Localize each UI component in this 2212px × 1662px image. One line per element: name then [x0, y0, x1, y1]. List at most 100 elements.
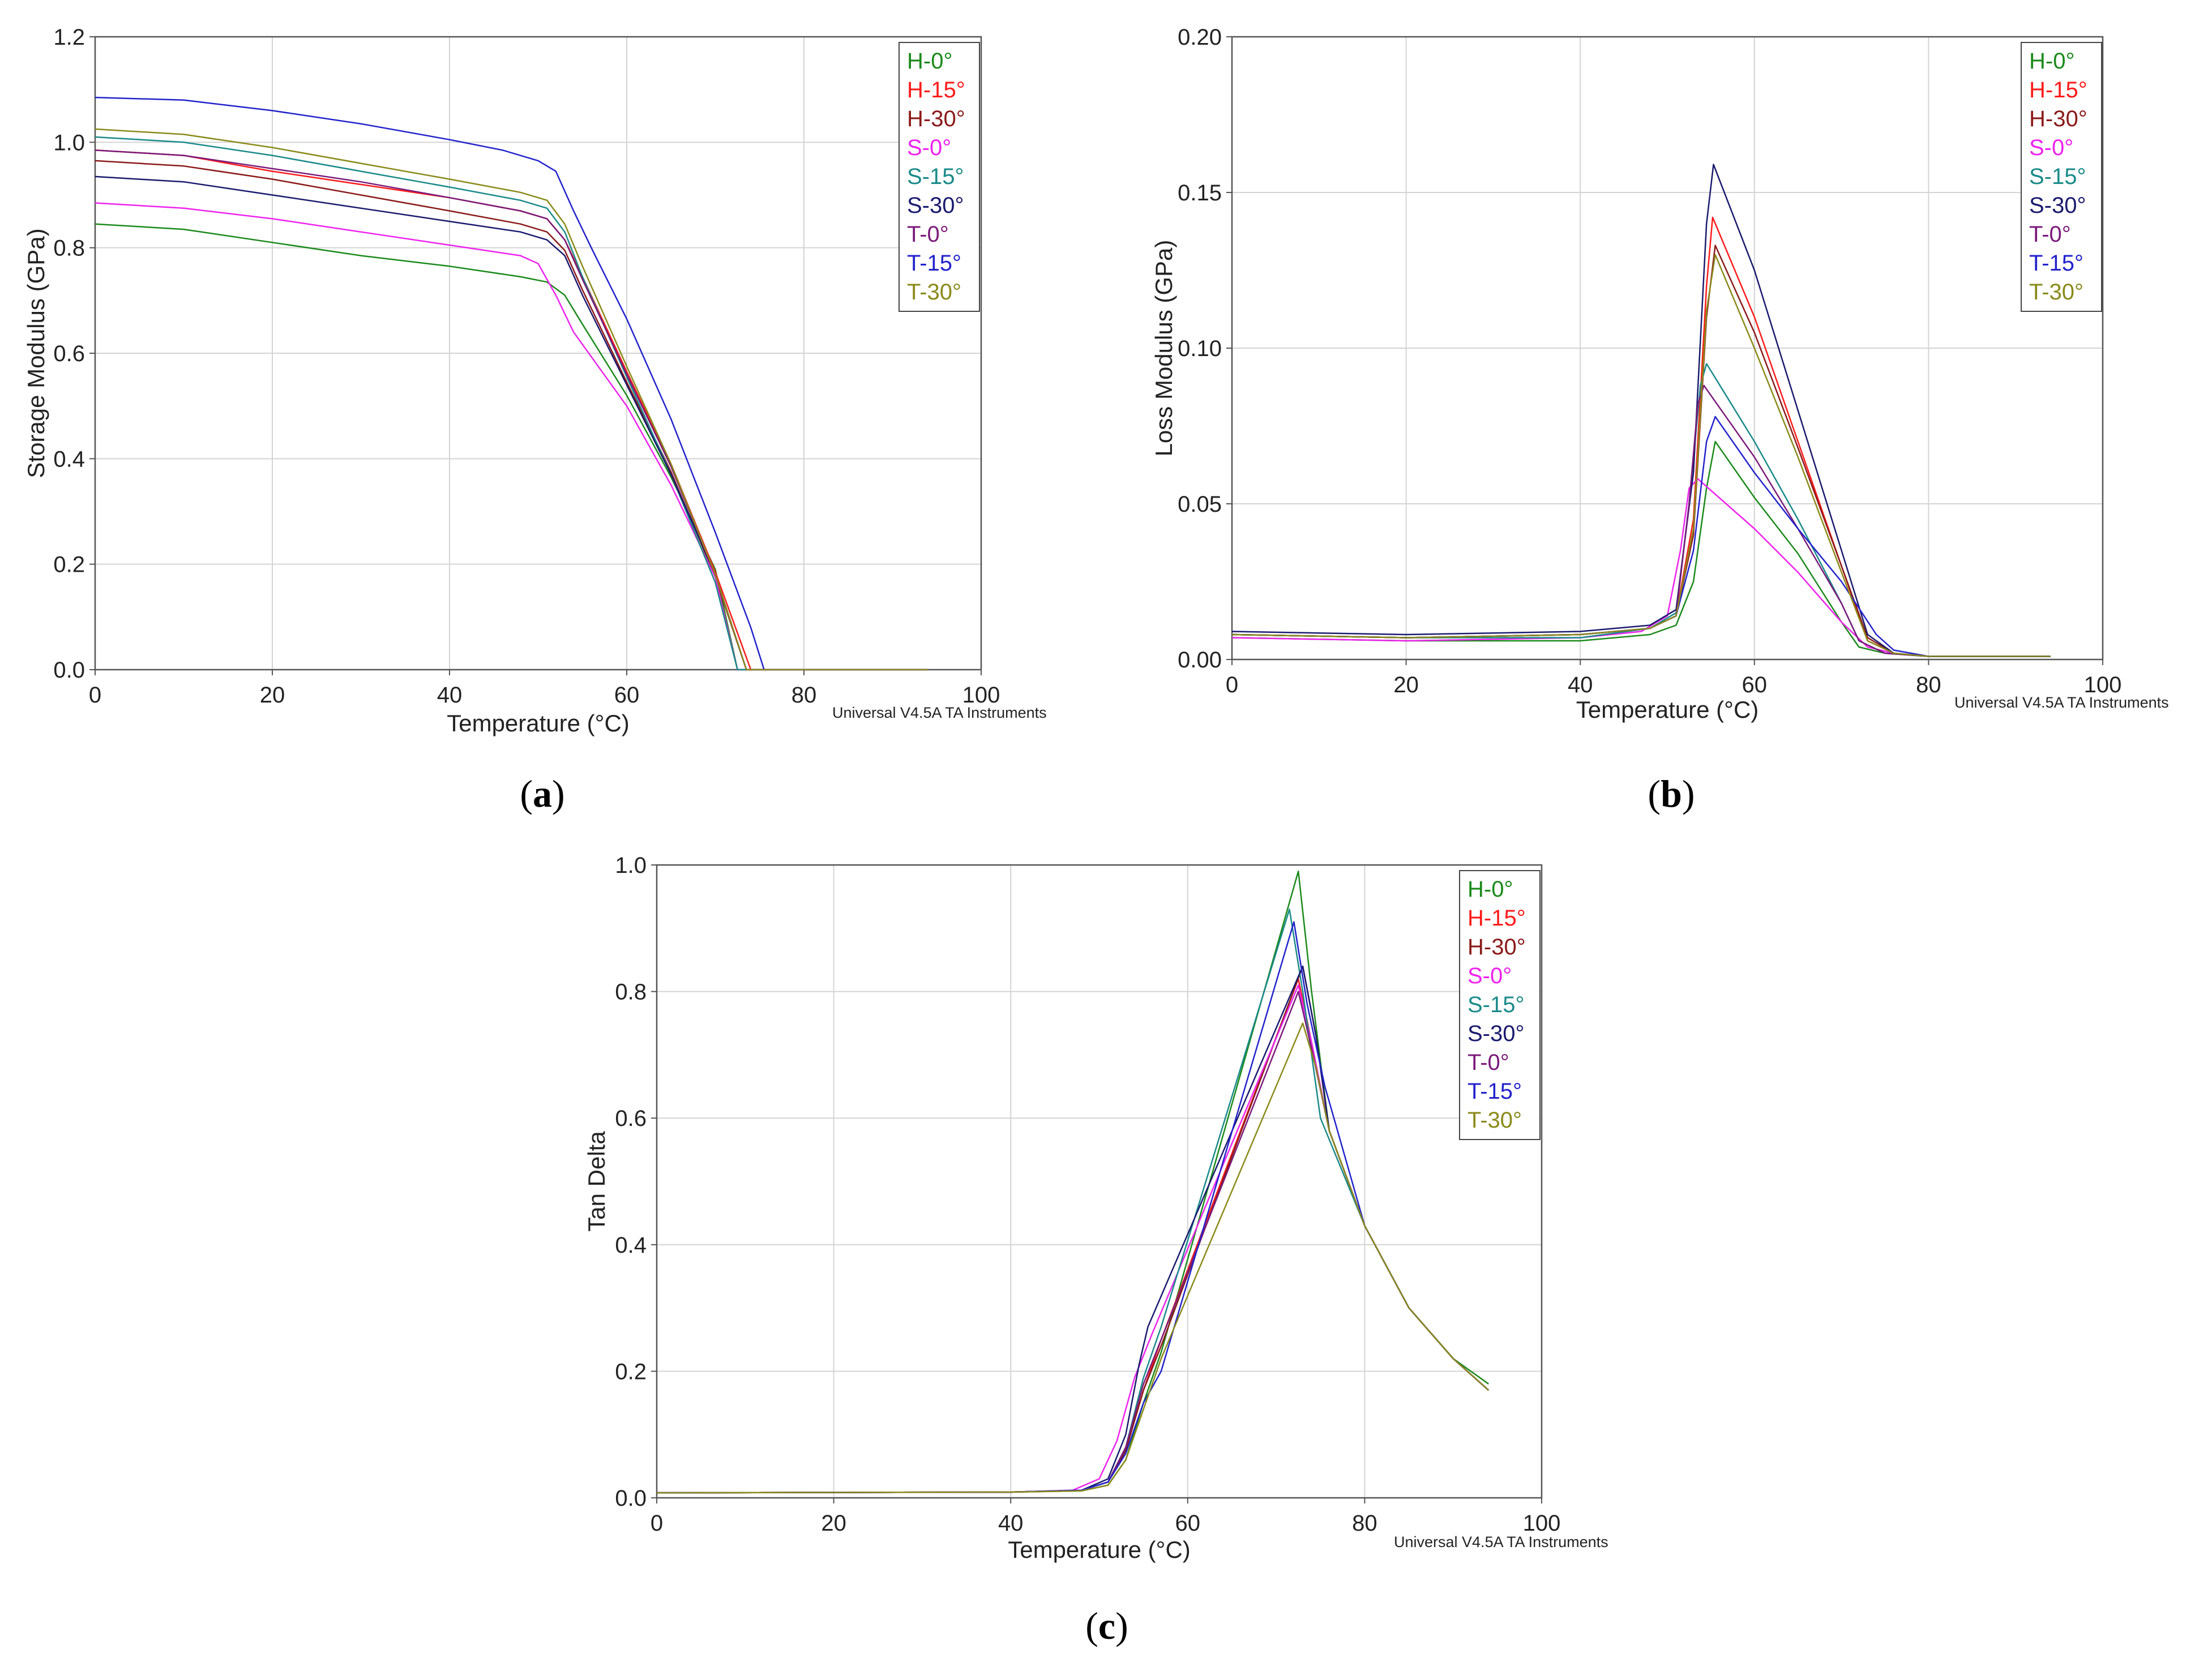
x-tick-label: 80: [1352, 1511, 1377, 1536]
y-tick-label: 0.0: [53, 658, 85, 683]
y-tick-label: 0.8: [53, 236, 85, 261]
caption-c: (c): [1085, 1604, 1128, 1647]
x-tick-label: 40: [437, 683, 463, 708]
legend-entry: S-30°: [907, 193, 964, 218]
x-tick-label: 20: [821, 1511, 846, 1536]
series-line: [656, 991, 1490, 1494]
legend-entry: H-30°: [907, 106, 965, 131]
series-line: [95, 160, 929, 671]
y-tick-label: 0.05: [1178, 492, 1222, 517]
y-tick-label: 0.10: [1178, 336, 1222, 361]
y-tick-label: 0.00: [1178, 648, 1222, 672]
y-tick-label: 0.0: [615, 1486, 647, 1511]
y-tick-label: 0.6: [615, 1106, 647, 1131]
legend-box: [2021, 42, 2102, 312]
series-line: [1231, 254, 2051, 657]
series-line: [1231, 416, 2051, 657]
x-tick-label: 80: [1916, 672, 1941, 697]
x-tick-label: 0: [651, 1511, 663, 1536]
y-tick-label: 1.0: [53, 130, 85, 155]
y-axis-label: Storage Modulus (GPa): [23, 228, 49, 478]
x-tick-label: 100: [1523, 1511, 1561, 1536]
series-line: [656, 870, 1489, 1494]
x-tick-label: 60: [1742, 672, 1768, 697]
instrument-note: Universal V4.5A TA Instruments: [1394, 1534, 1608, 1550]
legend-entry: T-30°: [2029, 280, 2083, 305]
x-tick-label: 40: [1568, 672, 1593, 697]
x-axis-label: Temperature (°C): [447, 710, 630, 736]
legend-entry: H-0°: [2029, 49, 2074, 74]
series-line: [1231, 245, 2051, 657]
legend-entry: T-0°: [907, 222, 949, 247]
y-tick-label: 0.6: [53, 341, 85, 366]
x-tick-label: 60: [614, 683, 640, 708]
legend-entry: S-30°: [2029, 193, 2086, 218]
series-line: [95, 136, 929, 671]
legend-box: [899, 42, 980, 312]
x-tick-label: 0: [1226, 672, 1238, 697]
legend-entry: S-15°: [907, 164, 964, 189]
series-line: [95, 223, 929, 671]
series-line: [656, 965, 1490, 1494]
x-tick-label: 20: [1393, 672, 1419, 697]
series-line: [95, 128, 929, 671]
panel-b: 0 20 40 60 80 100 0.00 0.05 0.10 0.15 0.20 Temperat…: [1150, 25, 2169, 723]
legend-entry: T-0°: [1467, 1050, 1509, 1075]
x-tick-label: 0: [89, 683, 101, 708]
y-tick-label: 0.20: [1178, 25, 1222, 50]
y-tick-label: 0.2: [53, 552, 85, 577]
series-line: [656, 1022, 1490, 1494]
legend-entry: T-15°: [907, 251, 961, 276]
y-axis-label: Loss Modulus (GPa): [1150, 240, 1177, 457]
y-tick-label: 0.2: [615, 1359, 647, 1384]
series-line: [1231, 440, 2051, 657]
legend-box: [1459, 870, 1541, 1140]
panel-a: 0 20 40 60 80 100 0.0 0.2 0.4 0.6 0.8 1.0 1.2 Tempera…: [23, 25, 1047, 736]
x-axis-label: Temperature (°C): [1008, 1536, 1191, 1563]
y-tick-label: 0.4: [615, 1233, 647, 1258]
x-tick-label: 20: [260, 683, 285, 708]
x-axis-label: Temperature (°C): [1576, 696, 1759, 723]
series-line: [95, 175, 929, 671]
x-tick-label: 100: [962, 683, 1000, 708]
legend-entry: H-30°: [2029, 106, 2087, 131]
series-line: [95, 96, 929, 671]
series-line: [656, 921, 1490, 1494]
x-tick-label: 60: [1175, 1511, 1201, 1536]
y-tick-label: 1.2: [53, 25, 85, 50]
panel-c: 0 20 40 60 80 100 0.0 0.2 0.4 0.6 0.8 1.0 Temperatur…: [583, 853, 1608, 1563]
series-line: [656, 978, 1490, 1494]
y-tick-label: 0.8: [615, 980, 647, 1005]
caption-a: (a): [520, 772, 564, 815]
y-tick-label: 1.0: [615, 853, 647, 878]
legend-entry: S-0°: [1467, 963, 1512, 988]
legend-entry: S-15°: [2029, 164, 2086, 189]
instrument-note: Universal V4.5A TA Instruments: [832, 704, 1047, 721]
series-line: [656, 909, 1490, 1494]
caption-b: (b): [1648, 772, 1695, 815]
legend-entry: H-30°: [1467, 935, 1526, 959]
instrument-note: Universal V4.5A TA Instruments: [1954, 694, 2169, 711]
series-line: [95, 149, 929, 671]
x-tick-label: 40: [998, 1511, 1024, 1536]
series-line: [1231, 363, 2051, 657]
legend-entry: S-0°: [907, 135, 951, 160]
plot-frame: [656, 864, 1543, 1499]
legend-entry: H-0°: [1467, 877, 1513, 902]
legend-entry: H-15°: [1467, 906, 1526, 931]
series-line: [95, 149, 929, 671]
legend-entry: H-15°: [2029, 78, 2087, 102]
series-line: [1231, 164, 2051, 657]
legend-entry: T-30°: [1467, 1108, 1522, 1133]
series-line: [656, 965, 1490, 1494]
y-tick-label: 0.15: [1178, 181, 1222, 205]
legend-entry: S-15°: [1467, 992, 1525, 1017]
legend-entry: H-0°: [907, 49, 952, 74]
legend-entry: T-0°: [2029, 222, 2071, 247]
series-line: [1231, 384, 2051, 657]
legend-entry: S-30°: [1467, 1021, 1525, 1046]
legend-entry: S-0°: [2029, 135, 2073, 160]
y-tick-label: 0.4: [53, 447, 85, 472]
legend-entry: T-15°: [2029, 251, 2083, 276]
x-tick-label: 100: [2084, 672, 2122, 697]
